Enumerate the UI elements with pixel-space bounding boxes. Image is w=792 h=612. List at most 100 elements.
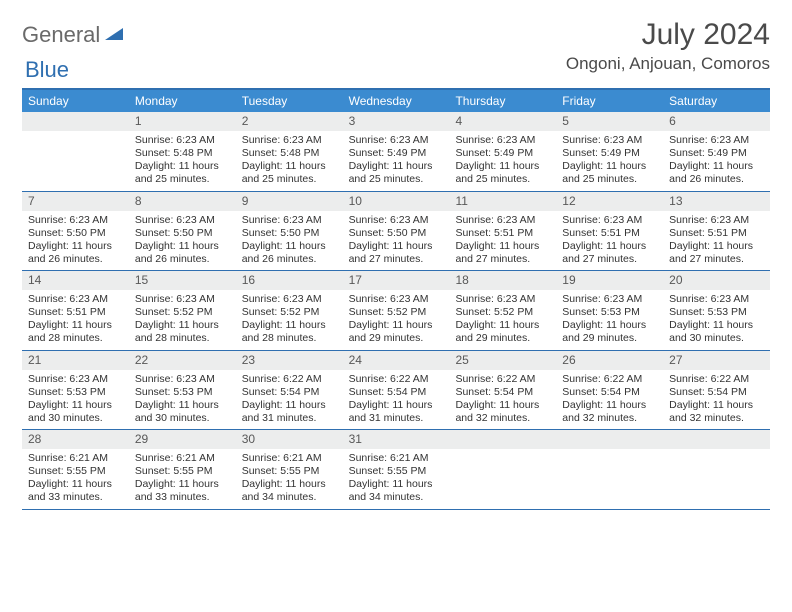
day-header: Wednesday bbox=[343, 90, 450, 112]
sunset-line: Sunset: 5:49 PM bbox=[455, 147, 550, 160]
daylight-line: Daylight: 11 hours and 25 minutes. bbox=[455, 160, 550, 186]
sunrise-line: Sunrise: 6:23 AM bbox=[28, 293, 123, 306]
sunrise-line: Sunrise: 6:23 AM bbox=[455, 134, 550, 147]
sunrise-line: Sunrise: 6:23 AM bbox=[349, 134, 444, 147]
logo: General bbox=[22, 18, 127, 48]
day-cell: 13Sunrise: 6:23 AMSunset: 5:51 PMDayligh… bbox=[663, 192, 770, 271]
sunrise-line: Sunrise: 6:23 AM bbox=[669, 214, 764, 227]
daylight-line: Daylight: 11 hours and 26 minutes. bbox=[135, 240, 230, 266]
day-cell bbox=[556, 430, 663, 509]
sunrise-line: Sunrise: 6:22 AM bbox=[669, 373, 764, 386]
day-number: 13 bbox=[663, 192, 770, 211]
daylight-line: Daylight: 11 hours and 31 minutes. bbox=[349, 399, 444, 425]
day-header: Tuesday bbox=[236, 90, 343, 112]
sunset-line: Sunset: 5:54 PM bbox=[669, 386, 764, 399]
day-body: Sunrise: 6:23 AMSunset: 5:51 PMDaylight:… bbox=[22, 290, 129, 350]
day-header: Monday bbox=[129, 90, 236, 112]
day-body: Sunrise: 6:23 AMSunset: 5:53 PMDaylight:… bbox=[556, 290, 663, 350]
day-body: Sunrise: 6:23 AMSunset: 5:49 PMDaylight:… bbox=[449, 131, 556, 191]
day-body: Sunrise: 6:23 AMSunset: 5:49 PMDaylight:… bbox=[556, 131, 663, 191]
sunset-line: Sunset: 5:51 PM bbox=[669, 227, 764, 240]
daylight-line: Daylight: 11 hours and 29 minutes. bbox=[455, 319, 550, 345]
sunset-line: Sunset: 5:52 PM bbox=[135, 306, 230, 319]
day-number: 1 bbox=[129, 112, 236, 131]
day-number: 16 bbox=[236, 271, 343, 290]
day-body: Sunrise: 6:23 AMSunset: 5:51 PMDaylight:… bbox=[556, 211, 663, 271]
day-body: Sunrise: 6:23 AMSunset: 5:49 PMDaylight:… bbox=[663, 131, 770, 191]
sunset-line: Sunset: 5:54 PM bbox=[562, 386, 657, 399]
sunrise-line: Sunrise: 6:21 AM bbox=[349, 452, 444, 465]
day-cell: 2Sunrise: 6:23 AMSunset: 5:48 PMDaylight… bbox=[236, 112, 343, 191]
sunset-line: Sunset: 5:55 PM bbox=[349, 465, 444, 478]
day-number bbox=[556, 430, 663, 449]
sunrise-line: Sunrise: 6:21 AM bbox=[242, 452, 337, 465]
day-body: Sunrise: 6:23 AMSunset: 5:50 PMDaylight:… bbox=[343, 211, 450, 271]
day-body: Sunrise: 6:23 AMSunset: 5:48 PMDaylight:… bbox=[236, 131, 343, 191]
day-cell: 15Sunrise: 6:23 AMSunset: 5:52 PMDayligh… bbox=[129, 271, 236, 350]
sunset-line: Sunset: 5:54 PM bbox=[349, 386, 444, 399]
day-cell: 26Sunrise: 6:22 AMSunset: 5:54 PMDayligh… bbox=[556, 351, 663, 430]
day-body: Sunrise: 6:23 AMSunset: 5:50 PMDaylight:… bbox=[236, 211, 343, 271]
day-cell: 10Sunrise: 6:23 AMSunset: 5:50 PMDayligh… bbox=[343, 192, 450, 271]
daylight-line: Daylight: 11 hours and 27 minutes. bbox=[455, 240, 550, 266]
daylight-line: Daylight: 11 hours and 29 minutes. bbox=[562, 319, 657, 345]
day-number: 4 bbox=[449, 112, 556, 131]
daylight-line: Daylight: 11 hours and 25 minutes. bbox=[135, 160, 230, 186]
sunset-line: Sunset: 5:53 PM bbox=[135, 386, 230, 399]
sunset-line: Sunset: 5:49 PM bbox=[349, 147, 444, 160]
day-cell: 27Sunrise: 6:22 AMSunset: 5:54 PMDayligh… bbox=[663, 351, 770, 430]
sunset-line: Sunset: 5:48 PM bbox=[242, 147, 337, 160]
day-cell: 25Sunrise: 6:22 AMSunset: 5:54 PMDayligh… bbox=[449, 351, 556, 430]
day-cell: 9Sunrise: 6:23 AMSunset: 5:50 PMDaylight… bbox=[236, 192, 343, 271]
daylight-line: Daylight: 11 hours and 25 minutes. bbox=[242, 160, 337, 186]
day-cell: 31Sunrise: 6:21 AMSunset: 5:55 PMDayligh… bbox=[343, 430, 450, 509]
sunset-line: Sunset: 5:50 PM bbox=[28, 227, 123, 240]
day-number: 25 bbox=[449, 351, 556, 370]
sunrise-line: Sunrise: 6:23 AM bbox=[349, 214, 444, 227]
week-row: 7Sunrise: 6:23 AMSunset: 5:50 PMDaylight… bbox=[22, 192, 770, 272]
day-body: Sunrise: 6:22 AMSunset: 5:54 PMDaylight:… bbox=[343, 370, 450, 430]
day-number: 7 bbox=[22, 192, 129, 211]
day-cell: 20Sunrise: 6:23 AMSunset: 5:53 PMDayligh… bbox=[663, 271, 770, 350]
week-row: 1Sunrise: 6:23 AMSunset: 5:48 PMDaylight… bbox=[22, 112, 770, 192]
day-number: 3 bbox=[343, 112, 450, 131]
sunset-line: Sunset: 5:52 PM bbox=[242, 306, 337, 319]
day-number: 2 bbox=[236, 112, 343, 131]
day-header-row: SundayMondayTuesdayWednesdayThursdayFrid… bbox=[22, 90, 770, 112]
day-body: Sunrise: 6:22 AMSunset: 5:54 PMDaylight:… bbox=[663, 370, 770, 430]
sunset-line: Sunset: 5:50 PM bbox=[242, 227, 337, 240]
sunset-line: Sunset: 5:53 PM bbox=[669, 306, 764, 319]
sunset-line: Sunset: 5:55 PM bbox=[28, 465, 123, 478]
daylight-line: Daylight: 11 hours and 34 minutes. bbox=[242, 478, 337, 504]
sunrise-line: Sunrise: 6:23 AM bbox=[349, 293, 444, 306]
day-body: Sunrise: 6:23 AMSunset: 5:50 PMDaylight:… bbox=[22, 211, 129, 271]
day-cell: 3Sunrise: 6:23 AMSunset: 5:49 PMDaylight… bbox=[343, 112, 450, 191]
daylight-line: Daylight: 11 hours and 33 minutes. bbox=[28, 478, 123, 504]
sunset-line: Sunset: 5:53 PM bbox=[28, 386, 123, 399]
day-number: 20 bbox=[663, 271, 770, 290]
day-cell: 11Sunrise: 6:23 AMSunset: 5:51 PMDayligh… bbox=[449, 192, 556, 271]
day-cell: 22Sunrise: 6:23 AMSunset: 5:53 PMDayligh… bbox=[129, 351, 236, 430]
day-number: 18 bbox=[449, 271, 556, 290]
daylight-line: Daylight: 11 hours and 32 minutes. bbox=[669, 399, 764, 425]
logo-triangle-icon bbox=[105, 22, 125, 48]
sunrise-line: Sunrise: 6:23 AM bbox=[669, 134, 764, 147]
day-body: Sunrise: 6:23 AMSunset: 5:51 PMDaylight:… bbox=[663, 211, 770, 271]
day-header: Thursday bbox=[449, 90, 556, 112]
week-row: 28Sunrise: 6:21 AMSunset: 5:55 PMDayligh… bbox=[22, 430, 770, 510]
day-body: Sunrise: 6:23 AMSunset: 5:52 PMDaylight:… bbox=[236, 290, 343, 350]
daylight-line: Daylight: 11 hours and 32 minutes. bbox=[562, 399, 657, 425]
sunrise-line: Sunrise: 6:23 AM bbox=[28, 373, 123, 386]
day-body: Sunrise: 6:22 AMSunset: 5:54 PMDaylight:… bbox=[449, 370, 556, 430]
day-cell: 12Sunrise: 6:23 AMSunset: 5:51 PMDayligh… bbox=[556, 192, 663, 271]
day-number: 27 bbox=[663, 351, 770, 370]
day-number: 31 bbox=[343, 430, 450, 449]
week-row: 14Sunrise: 6:23 AMSunset: 5:51 PMDayligh… bbox=[22, 271, 770, 351]
daylight-line: Daylight: 11 hours and 27 minutes. bbox=[349, 240, 444, 266]
sunrise-line: Sunrise: 6:21 AM bbox=[28, 452, 123, 465]
sunrise-line: Sunrise: 6:23 AM bbox=[455, 214, 550, 227]
day-number: 19 bbox=[556, 271, 663, 290]
day-cell: 29Sunrise: 6:21 AMSunset: 5:55 PMDayligh… bbox=[129, 430, 236, 509]
day-cell: 7Sunrise: 6:23 AMSunset: 5:50 PMDaylight… bbox=[22, 192, 129, 271]
day-body: Sunrise: 6:23 AMSunset: 5:52 PMDaylight:… bbox=[449, 290, 556, 350]
